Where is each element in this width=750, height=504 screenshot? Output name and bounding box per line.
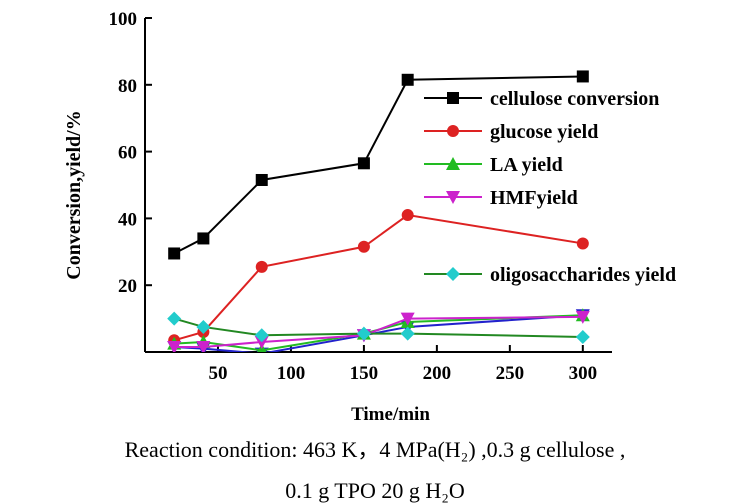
unlabeled-series-line: [174, 314, 583, 352]
legend-entry: oligosaccharides yield: [424, 264, 676, 286]
legend-marker: [446, 191, 460, 204]
caption-line-1: Reaction condition: 463 K，4 MPa(H₂) ,0.3…: [124, 437, 626, 462]
series-0: [168, 70, 589, 260]
caption-line-2: 0.1 g TPO 20 g H₂O: [285, 478, 465, 503]
chart-legend: cellulose conversion glucose yield LA yiel…: [424, 88, 676, 286]
legend-label: glucose yield: [490, 121, 598, 143]
series-point: [400, 312, 415, 326]
series-line: [173, 317, 583, 338]
legend-marker: [447, 125, 459, 137]
y-tick-label: 40: [118, 209, 137, 230]
series-point: [167, 311, 182, 326]
y-tick-label: 60: [118, 143, 137, 164]
series-point: [196, 340, 211, 352]
legend-marker: [446, 267, 460, 281]
x-tick-label: 250: [496, 363, 525, 384]
legend-label: oligosaccharides yield: [490, 264, 676, 286]
x-axis-label: Time/min: [351, 404, 430, 425]
x-tick-label: 300: [569, 363, 598, 384]
series-point: [196, 319, 211, 334]
legend-entry: cellulose conversion: [424, 88, 659, 110]
series-point: [357, 157, 370, 170]
series-point: [400, 326, 415, 341]
legend-entry: LA yield: [424, 154, 563, 176]
series-layer: [167, 70, 590, 352]
series-point: [575, 329, 590, 344]
series-point: [575, 310, 590, 324]
legend-marker: [447, 92, 459, 104]
series-4: [167, 311, 590, 344]
series-point: [356, 326, 371, 341]
series-point: [401, 209, 414, 222]
line-chart: 20 40 60 80 100 50 100 150 200 250 300 cellulose c…: [63, 9, 676, 425]
series-point: [576, 237, 589, 250]
legend-label: LA yield: [490, 154, 563, 176]
y-axis-label: Conversion,yield/%: [63, 110, 85, 279]
series-line: [174, 315, 583, 348]
series-point: [167, 340, 182, 352]
x-tick-label: 200: [423, 363, 452, 384]
y-tick-label: 100: [109, 9, 138, 30]
y-tick-label: 80: [118, 76, 137, 97]
legend-label: HMFyield: [490, 187, 578, 209]
series-point: [168, 247, 181, 260]
legend-entry: HMFyield: [424, 187, 578, 209]
y-tick-label: 20: [118, 276, 137, 297]
series-point: [255, 260, 268, 273]
series-point: [255, 173, 268, 186]
legend-label: cellulose conversion: [490, 88, 659, 110]
series-point: [254, 335, 269, 349]
legend-marker: [446, 157, 460, 170]
series-point: [254, 328, 269, 343]
legend-entry: glucose yield: [424, 121, 598, 143]
x-tick-label: 50: [208, 363, 227, 384]
series-point: [197, 232, 210, 245]
x-tick-label: 150: [350, 363, 379, 384]
series-point: [401, 73, 414, 86]
series-point: [357, 240, 370, 253]
x-tick-label: 100: [277, 363, 306, 384]
chart-axes: 20 40 60 80 100 50 100 150 200 250 300: [109, 9, 612, 384]
series-point: [576, 70, 589, 83]
